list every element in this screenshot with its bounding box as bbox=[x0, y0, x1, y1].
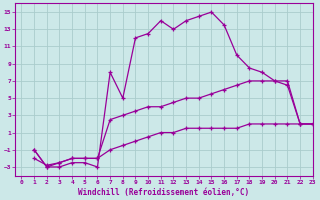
X-axis label: Windchill (Refroidissement éolien,°C): Windchill (Refroidissement éolien,°C) bbox=[78, 188, 250, 197]
